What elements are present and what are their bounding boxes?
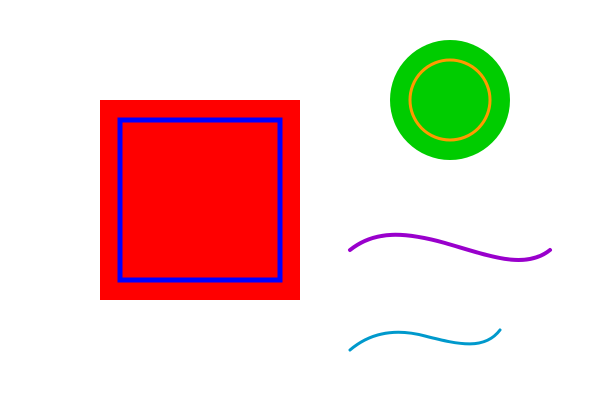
purple-wave	[348, 232, 552, 263]
circle-inner-ring	[408, 58, 492, 142]
blue-wave	[348, 328, 502, 352]
green-circle	[390, 40, 510, 160]
square-inner-outline	[117, 117, 283, 283]
red-square	[100, 100, 300, 300]
